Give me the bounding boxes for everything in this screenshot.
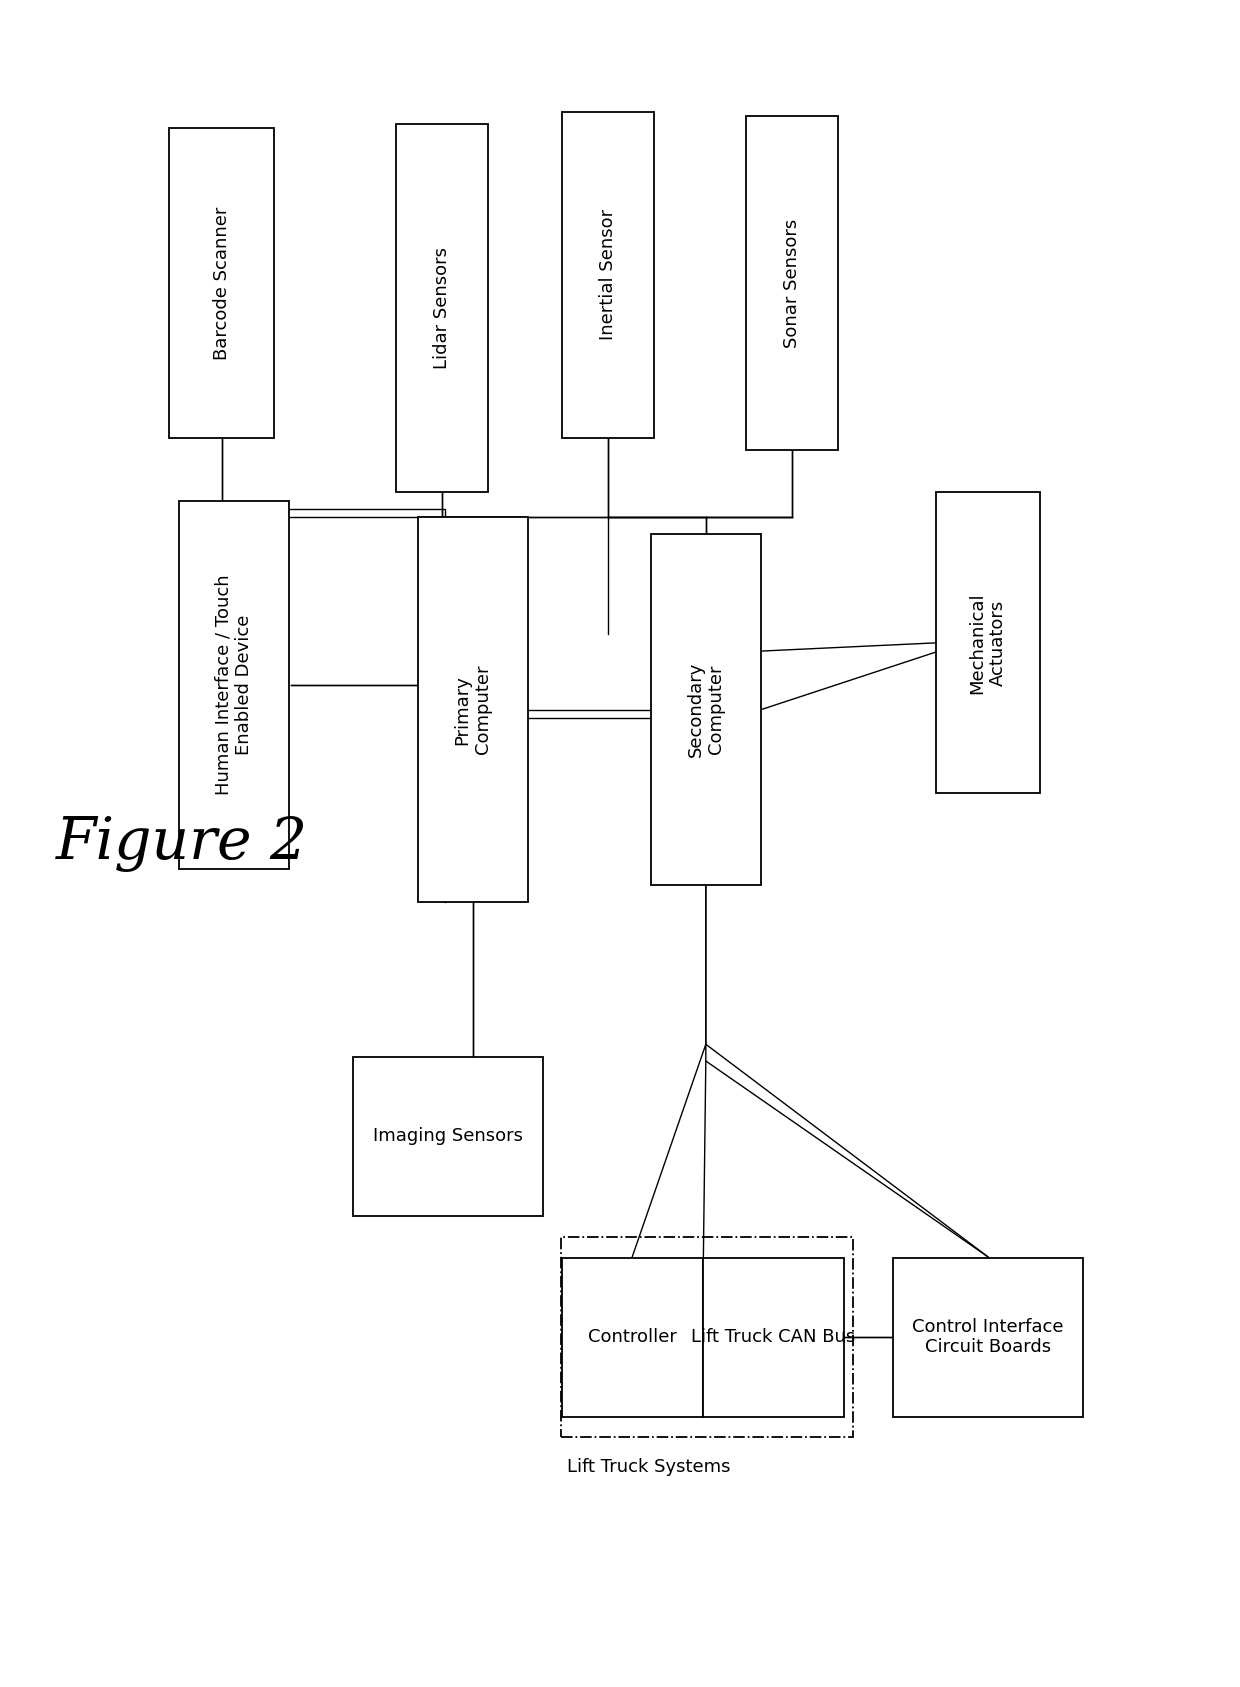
Text: Lidar Sensors: Lidar Sensors: [433, 246, 451, 369]
Bar: [893, 1257, 1083, 1417]
Text: Controller: Controller: [588, 1328, 677, 1346]
Text: Imaging Sensors: Imaging Sensors: [373, 1127, 523, 1145]
Bar: [562, 1237, 853, 1437]
Text: Mechanical
Actuators: Mechanical Actuators: [968, 592, 1007, 693]
Bar: [170, 128, 274, 437]
Bar: [418, 518, 528, 903]
Text: Sonar Sensors: Sonar Sensors: [782, 218, 801, 348]
Text: Inertial Sensor: Inertial Sensor: [599, 209, 616, 341]
Bar: [179, 501, 289, 869]
Text: Primary
Computer: Primary Computer: [454, 665, 492, 754]
Bar: [562, 111, 653, 437]
Text: Human Interface / Touch
Enabled Device: Human Interface / Touch Enabled Device: [215, 574, 253, 795]
Bar: [397, 125, 489, 493]
Bar: [353, 1056, 543, 1216]
Bar: [562, 1257, 703, 1417]
Bar: [703, 1257, 843, 1417]
Text: Figure 2: Figure 2: [56, 815, 308, 872]
Text: Secondary
Computer: Secondary Computer: [687, 661, 725, 757]
Bar: [745, 116, 838, 450]
Bar: [936, 493, 1040, 793]
Text: Barcode Scanner: Barcode Scanner: [212, 206, 231, 359]
Text: Control Interface
Circuit Boards: Control Interface Circuit Boards: [913, 1318, 1064, 1356]
Text: Lift Truck CAN Bus: Lift Truck CAN Bus: [691, 1328, 856, 1346]
Bar: [651, 535, 761, 886]
Text: Lift Truck Systems: Lift Truck Systems: [567, 1458, 730, 1476]
